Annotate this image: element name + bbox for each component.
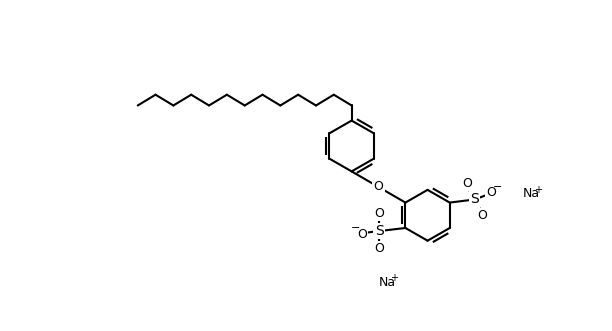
Text: +: + xyxy=(390,273,398,283)
Text: S: S xyxy=(375,224,384,238)
Text: O: O xyxy=(477,209,487,222)
Text: Na: Na xyxy=(379,276,396,289)
Text: O: O xyxy=(357,228,367,241)
Text: S: S xyxy=(470,193,479,207)
Text: −: − xyxy=(351,223,360,233)
Text: O: O xyxy=(487,186,496,199)
Text: O: O xyxy=(373,180,384,194)
Text: +: + xyxy=(534,185,542,195)
Text: Na: Na xyxy=(523,187,540,200)
Text: O: O xyxy=(462,177,472,190)
Text: O: O xyxy=(374,207,384,220)
Text: −: − xyxy=(493,182,502,192)
Text: O: O xyxy=(374,242,384,255)
